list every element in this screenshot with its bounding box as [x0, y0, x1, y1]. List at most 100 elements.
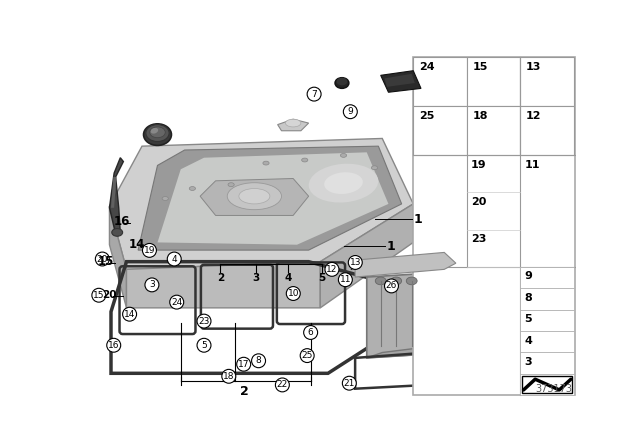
Polygon shape — [278, 119, 308, 131]
Text: 12: 12 — [526, 111, 541, 121]
Bar — [413, 57, 467, 106]
Text: 26: 26 — [386, 281, 397, 290]
Circle shape — [145, 278, 159, 292]
Ellipse shape — [285, 119, 301, 127]
Polygon shape — [111, 177, 116, 208]
Circle shape — [385, 279, 399, 293]
Bar — [467, 106, 520, 155]
Text: 1: 1 — [386, 240, 395, 253]
Circle shape — [107, 338, 121, 352]
Text: 5: 5 — [524, 314, 532, 324]
Circle shape — [123, 307, 136, 321]
Bar — [520, 353, 574, 374]
Polygon shape — [429, 268, 444, 354]
Polygon shape — [367, 345, 444, 358]
Text: 3: 3 — [149, 280, 155, 289]
Text: 14: 14 — [124, 310, 135, 319]
Text: 3: 3 — [252, 273, 260, 283]
Bar — [413, 106, 467, 155]
Text: 13: 13 — [349, 258, 361, 267]
Ellipse shape — [371, 166, 378, 170]
Circle shape — [342, 376, 356, 390]
Bar — [467, 57, 520, 106]
Ellipse shape — [239, 189, 270, 204]
Text: 11: 11 — [524, 160, 540, 170]
Circle shape — [170, 295, 184, 309]
Polygon shape — [109, 158, 124, 233]
Polygon shape — [109, 138, 413, 269]
Ellipse shape — [263, 161, 269, 165]
Text: 1: 1 — [413, 213, 422, 226]
Polygon shape — [157, 152, 388, 245]
Bar — [413, 57, 575, 395]
Text: 4: 4 — [172, 254, 177, 263]
Text: 17: 17 — [238, 360, 250, 369]
Polygon shape — [138, 146, 402, 250]
Text: 3: 3 — [524, 357, 532, 367]
Text: 8: 8 — [256, 356, 261, 365]
Bar — [520, 57, 574, 106]
Text: 6: 6 — [308, 328, 314, 337]
Circle shape — [167, 252, 181, 266]
Ellipse shape — [146, 125, 169, 142]
Circle shape — [325, 263, 339, 276]
Circle shape — [92, 289, 106, 302]
Ellipse shape — [406, 277, 417, 285]
Text: 2: 2 — [240, 384, 249, 397]
Bar — [520, 310, 574, 331]
Text: 15: 15 — [98, 255, 114, 268]
Text: 16: 16 — [113, 215, 130, 228]
Circle shape — [252, 354, 266, 368]
Text: 7: 7 — [311, 90, 317, 99]
Ellipse shape — [150, 127, 165, 138]
Text: 5: 5 — [318, 273, 325, 283]
Bar — [520, 374, 574, 395]
Circle shape — [143, 243, 156, 257]
Bar — [520, 267, 574, 288]
Text: 11: 11 — [340, 275, 351, 284]
Text: 14: 14 — [129, 238, 145, 251]
Polygon shape — [355, 252, 456, 277]
Text: 24: 24 — [419, 62, 435, 72]
Ellipse shape — [308, 164, 378, 202]
Polygon shape — [127, 262, 320, 308]
Ellipse shape — [150, 128, 158, 134]
Circle shape — [197, 338, 211, 352]
Text: 23: 23 — [471, 234, 486, 244]
Ellipse shape — [324, 172, 363, 194]
Text: 18: 18 — [472, 111, 488, 121]
Text: 9: 9 — [348, 107, 353, 116]
Ellipse shape — [340, 154, 347, 157]
Circle shape — [343, 105, 357, 119]
Text: 8: 8 — [524, 293, 532, 303]
Text: 13: 13 — [526, 62, 541, 72]
Ellipse shape — [375, 277, 386, 285]
Polygon shape — [381, 71, 421, 92]
Circle shape — [286, 287, 300, 301]
Ellipse shape — [162, 197, 168, 200]
Text: 5: 5 — [201, 341, 207, 350]
Text: 20: 20 — [102, 290, 116, 300]
Text: 4: 4 — [524, 336, 532, 346]
Text: 19: 19 — [471, 160, 486, 170]
Text: 15: 15 — [472, 62, 488, 72]
Polygon shape — [200, 178, 308, 215]
Text: 9: 9 — [524, 271, 532, 281]
Circle shape — [339, 273, 353, 287]
Circle shape — [303, 326, 317, 340]
Text: 373173: 373173 — [535, 384, 572, 394]
Bar — [520, 331, 574, 353]
Polygon shape — [367, 273, 429, 358]
Circle shape — [197, 314, 211, 328]
Text: 21: 21 — [344, 379, 355, 388]
Polygon shape — [109, 206, 127, 308]
Circle shape — [348, 255, 362, 269]
Ellipse shape — [112, 228, 123, 236]
Polygon shape — [320, 204, 413, 308]
Ellipse shape — [337, 78, 348, 85]
Text: 10: 10 — [287, 289, 299, 298]
Bar — [522, 376, 572, 393]
Ellipse shape — [228, 183, 234, 186]
Text: 23: 23 — [198, 317, 210, 326]
Circle shape — [300, 349, 314, 362]
